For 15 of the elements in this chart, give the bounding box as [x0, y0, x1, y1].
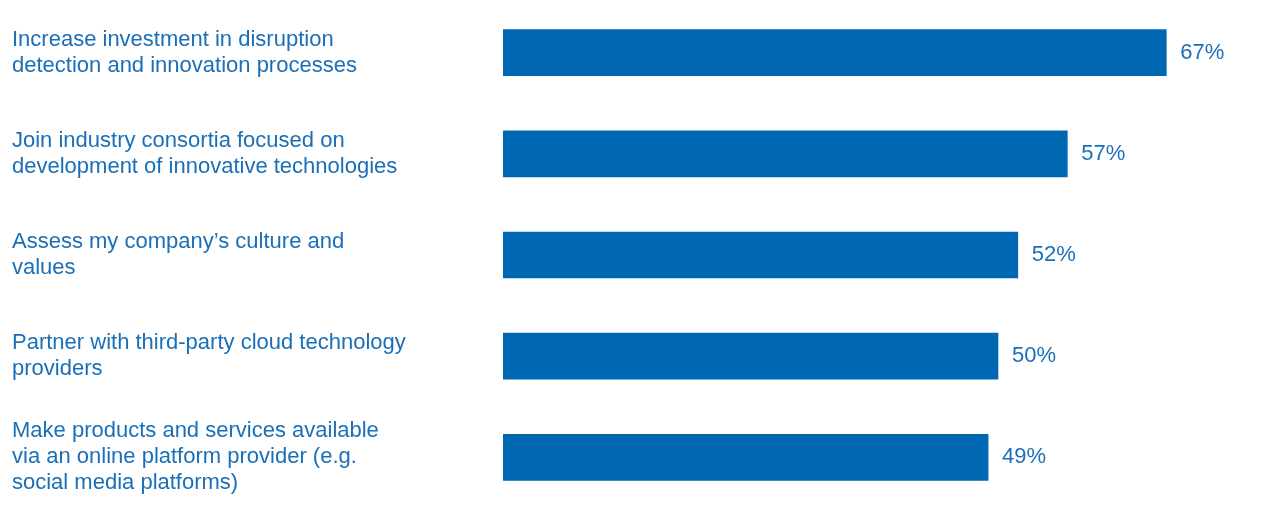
bar	[503, 29, 1167, 76]
bar	[503, 231, 1019, 279]
bar	[503, 434, 989, 481]
bar	[503, 332, 999, 380]
data-label: 57%	[1081, 139, 1126, 165]
y-tick-label: Increase investment in disruption detection and innovation processes	[12, 25, 357, 77]
y-tick-label: Make products and services available via an online platform provider (e.g. social media platforms)	[12, 417, 379, 495]
y-tick-label: Join industry consortia focused on development of innovative technologies	[12, 126, 398, 178]
data-label: 49%	[1002, 443, 1047, 469]
data-label: 67%	[1180, 38, 1225, 64]
data-label: 52%	[1031, 241, 1076, 267]
y-tick-label: Assess my company’s culture and values	[12, 228, 345, 280]
data-label: 50%	[1012, 342, 1057, 368]
bar	[503, 130, 1068, 178]
y-tick-label: Partner with third-party cloud technology providers	[12, 329, 406, 381]
